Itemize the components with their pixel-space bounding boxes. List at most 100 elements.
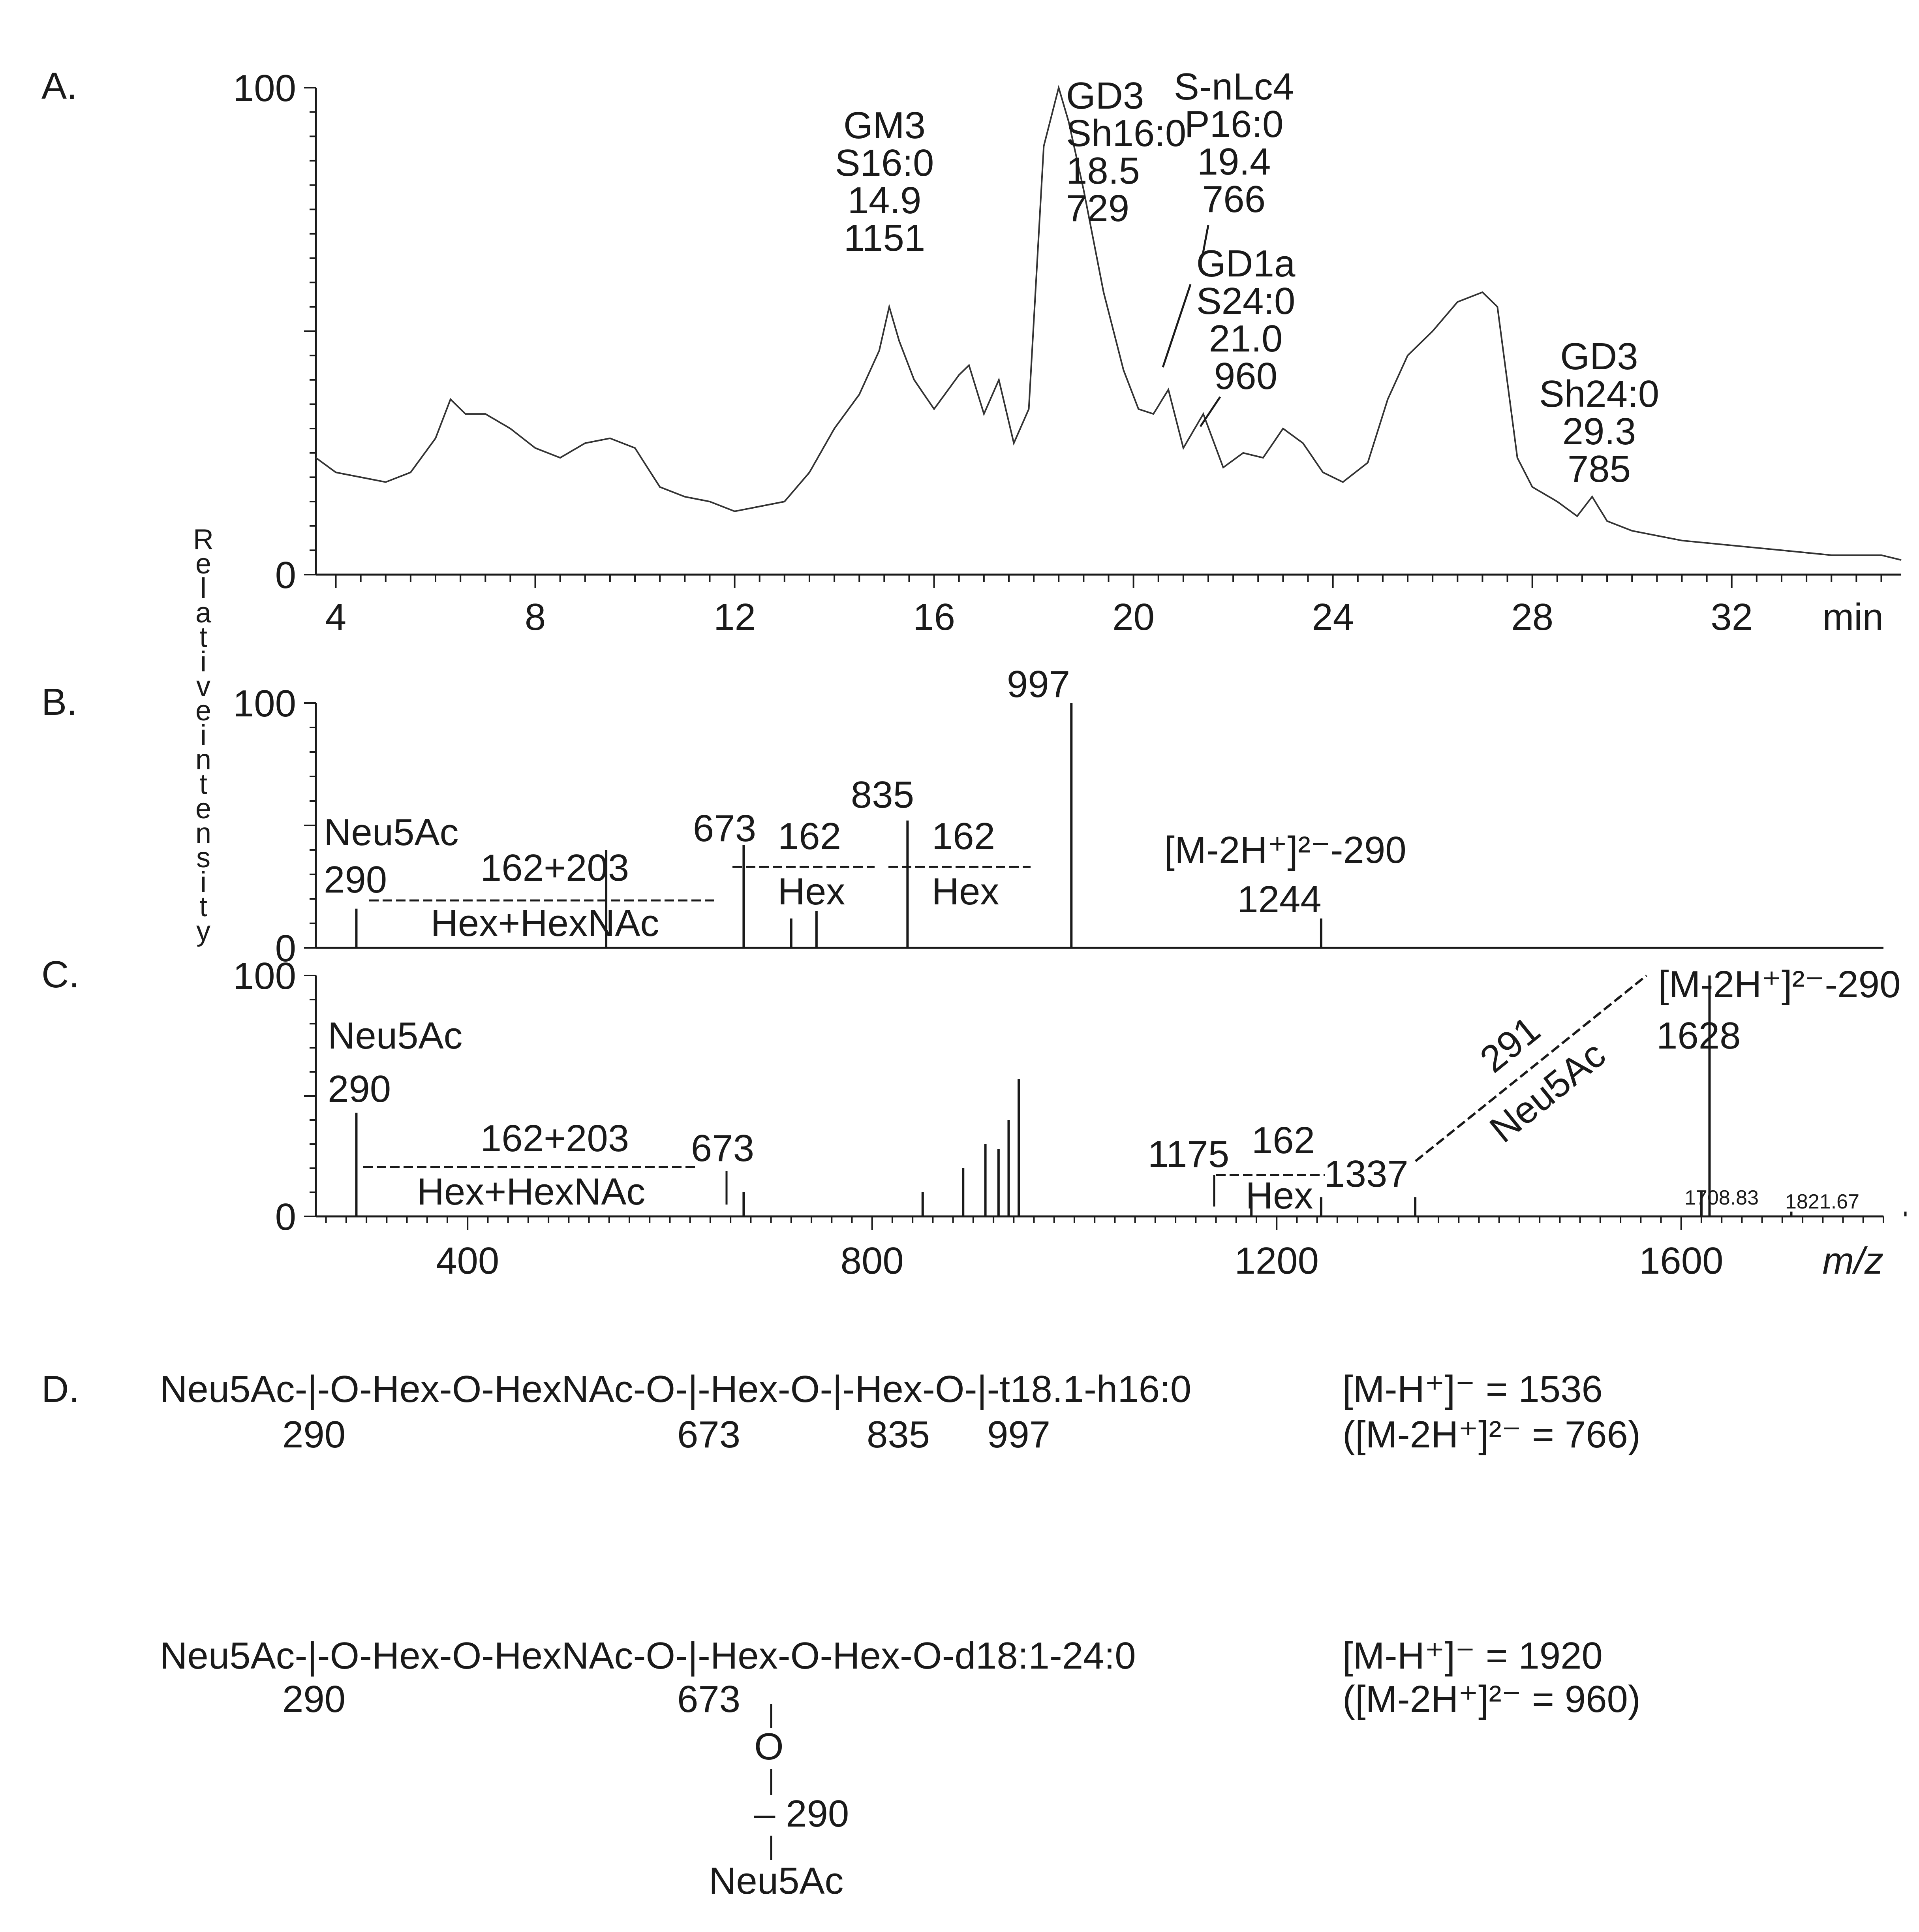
structure-2-branch-neu5ac: Neu5Ac <box>709 1860 844 1902</box>
ms-spectrum-c: 0 100 400 800 1200 1600 m/z Neu5Ac 290 162+203 He… <box>233 955 1907 1282</box>
structure-1-mass-dianion: ([M-2H⁺]²⁻ = 766) <box>1343 1413 1641 1456</box>
peak-annotation-line: Sh24:0 <box>1539 373 1659 415</box>
peak-annotation-line: GD3 <box>1560 335 1638 378</box>
annotation-leader <box>1199 396 1221 427</box>
y-axis-label-char: l <box>200 573 207 604</box>
panel-label-b: B. <box>41 681 77 723</box>
ms-spectrum-b: 0 100 Neu5Ac 290 162+203 Hex+HexNAc 673 162 Hex… <box>233 663 1883 970</box>
x-tick-label: 16 <box>913 596 955 638</box>
structure-2-fragment-673: 673 <box>677 1678 741 1720</box>
y-tick-label: 0 <box>275 1196 296 1238</box>
loss-bracket-dashed <box>1415 974 1647 1162</box>
peak-annotation-line: S-nLc4 <box>1174 66 1294 108</box>
fragment-label: 290 <box>328 1068 391 1110</box>
peak-annotation-line: 19.4 <box>1197 141 1271 183</box>
y-tick-label: 100 <box>233 682 296 725</box>
x-tick-label: 12 <box>714 596 756 638</box>
x-axis-unit-label: min <box>1822 596 1883 638</box>
peak-annotation-line: 785 <box>1568 448 1631 490</box>
spectrum-c-annotations: Neu5Ac 290 162+203 Hex+HexNAc 673 1175 162 Hex 1… <box>328 963 1900 1217</box>
y-axis-label-char: s <box>196 842 210 874</box>
structure-2-branch-290: – 290 <box>754 1793 849 1835</box>
precursor-label: [M-2H⁺]²⁻-290 <box>1658 963 1900 1005</box>
structure-1-fragment-997: 997 <box>987 1413 1051 1456</box>
fragment-label: Neu5Ac <box>324 811 459 853</box>
annotation-leader <box>1162 284 1192 368</box>
x-axis-unit-label: m/z <box>1822 1240 1883 1282</box>
precursor-label: [M-2H⁺]²⁻-290 <box>1164 829 1406 871</box>
y-axis-label-char: e <box>195 793 211 825</box>
x-tick-label: 800 <box>841 1240 904 1282</box>
structure-1-mass-monoanion: [M-H⁺]⁻ = 1536 <box>1343 1368 1603 1410</box>
peak-annotation-line: GM3 <box>843 104 926 147</box>
spectrum-c-axes: 0 100 400 800 1200 1600 m/z <box>233 955 1884 1282</box>
structure-2-formula: Neu5Ac-|-O-Hex-O-HexNAc-O-|-Hex-O-Hex-O-… <box>160 1635 1136 1677</box>
y-axis-label-char: a <box>195 597 212 629</box>
neutral-loss-label: Hex <box>778 870 845 913</box>
peak-annotation-line: S16:0 <box>835 142 934 184</box>
y-tick-label: 0 <box>275 554 296 596</box>
neutral-loss-label: Hex+HexNAc <box>417 1171 646 1213</box>
peak-annotation-line: 1151 <box>844 217 925 259</box>
panel-label-d: D. <box>41 1368 79 1410</box>
y-tick-label: 0 <box>275 927 296 970</box>
minor-peak-label: 1821.67 <box>1785 1190 1859 1213</box>
y-tick-label: 100 <box>233 955 296 997</box>
spectrum-b-peaks <box>355 703 1322 948</box>
structure-2-fragment-290: 290 <box>282 1678 346 1720</box>
y-axis-label-char: y <box>196 915 210 947</box>
neutral-loss-label: 291 <box>1472 1008 1548 1081</box>
fragment-label: 1175 <box>1148 1133 1229 1175</box>
x-tick-label: 400 <box>436 1240 499 1282</box>
x-tick-label: 4 <box>325 596 346 638</box>
precursor-label: 1628 <box>1656 1015 1741 1057</box>
structure-1-formula: Neu5Ac-|-O-Hex-O-HexNAc-O-|-Hex-O-|-Hex-… <box>160 1368 1192 1410</box>
spectrum-c-peaks <box>355 975 1907 1216</box>
y-axis-label-char: i <box>200 646 207 678</box>
panel-label-a: A. <box>41 65 77 107</box>
chromatogram-annotations: GM3S16:014.91151GD3Sh16:018.5729S-nLc4P1… <box>835 66 1660 490</box>
peak-annotation-line: 14.9 <box>848 179 922 222</box>
y-axis-label-char: t <box>199 769 207 800</box>
structure-2-mass-monoanion: [M-H⁺]⁻ = 1920 <box>1343 1635 1603 1677</box>
x-tick-label: 1600 <box>1639 1240 1724 1282</box>
peak-annotation-line: 766 <box>1202 178 1266 220</box>
peak-annotation-line: GD1a <box>1196 242 1296 285</box>
fragment-label: 673 <box>691 1127 754 1169</box>
fragment-label: 673 <box>693 807 756 849</box>
y-axis-label-char: n <box>195 744 211 776</box>
neutral-loss-label: 162 <box>932 815 995 857</box>
neutral-loss-label: 162 <box>778 815 841 857</box>
minor-peak-label: 1708.83 <box>1684 1186 1759 1209</box>
y-axis-label-char: e <box>195 548 211 580</box>
x-tick-label: 1200 <box>1234 1240 1319 1282</box>
neutral-loss-label: Hex+HexNAc <box>431 902 659 944</box>
annotation-leader <box>1201 225 1209 257</box>
peak-annotation-line: Sh16:0 <box>1066 112 1186 154</box>
y-tick-label: 100 <box>233 67 296 109</box>
structure-1-fragment-835: 835 <box>867 1413 930 1456</box>
fragment-label: 835 <box>851 774 914 816</box>
y-axis-label-char: t <box>199 622 207 653</box>
y-axis-label-char: i <box>200 866 207 898</box>
precursor-label: 1244 <box>1237 878 1322 921</box>
y-axis-label-char: n <box>195 818 211 849</box>
peak-annotation-line: 960 <box>1214 355 1277 397</box>
neutral-loss-label: Hex <box>1246 1175 1313 1217</box>
x-tick-label: 32 <box>1711 596 1753 638</box>
panel-label-c: C. <box>41 953 79 996</box>
structure-1-fragment-290: 290 <box>282 1413 346 1456</box>
peak-annotation-line: 29.3 <box>1562 410 1636 453</box>
peak-annotation-line: 18.5 <box>1066 150 1140 192</box>
neutral-loss-label: 162 <box>1252 1119 1315 1161</box>
chromatogram-trace <box>315 85 1902 561</box>
fragment-label: Neu5Ac <box>328 1015 463 1057</box>
y-axis-label-char: e <box>195 695 211 727</box>
neutral-loss-label: 162+203 <box>481 1117 629 1160</box>
y-axis-label-char: t <box>199 891 207 923</box>
fragment-label: 290 <box>324 859 387 901</box>
structure-2-branch-oxygen: O <box>754 1725 784 1768</box>
